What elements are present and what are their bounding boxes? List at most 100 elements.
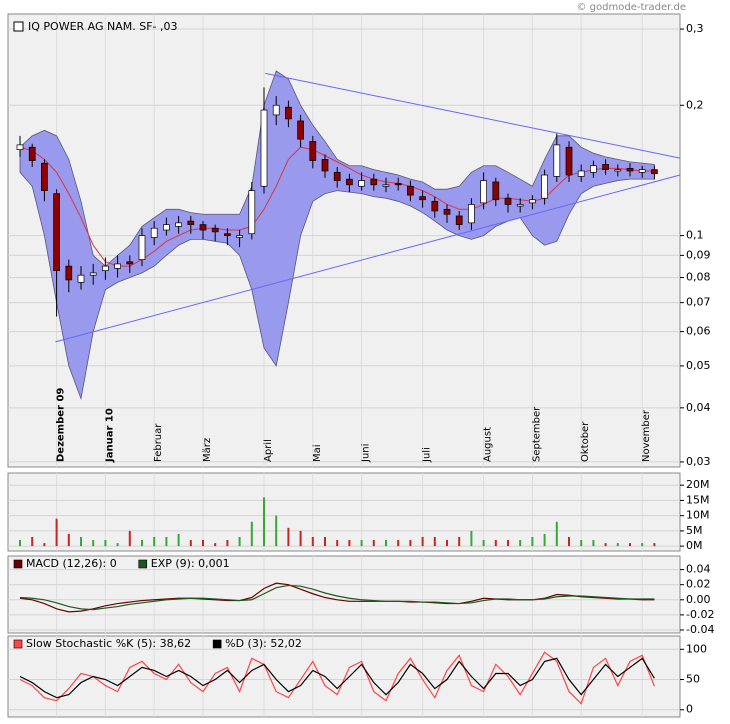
y-tick-label: 0,03: [686, 455, 711, 468]
volume-bar: [446, 540, 448, 547]
volume-bar: [629, 543, 631, 547]
volume-bar: [324, 536, 326, 547]
volume-bar: [141, 540, 143, 547]
volume-bar: [177, 533, 180, 547]
candle-body: [504, 197, 512, 205]
volume-bar: [287, 527, 290, 547]
candle-body: [138, 235, 146, 260]
candle-body: [614, 169, 622, 172]
volume-bar: [214, 543, 217, 547]
y-tick-label: 0.00: [686, 593, 711, 606]
candle-body: [224, 233, 231, 236]
volume-bar: [531, 536, 534, 547]
volume-bar: [263, 497, 265, 547]
volume-bar: [238, 536, 241, 547]
y-tick-label: 10M: [686, 509, 710, 522]
candle-body: [577, 170, 585, 177]
legend-swatch: [13, 639, 23, 649]
volume-bar: [348, 540, 351, 547]
volume-bar: [116, 543, 119, 547]
watermark: © godmode-trader.de: [577, 2, 687, 13]
volume-bar: [555, 521, 558, 547]
volume-bar: [616, 543, 619, 547]
volume-bar: [372, 540, 375, 547]
x-tick-label: Mai: [312, 444, 323, 462]
y-tick-label: -0.04: [686, 623, 714, 636]
panel: [7, 13, 681, 468]
legend-label: EXP (9): 0,001: [151, 557, 230, 570]
volume-bar: [519, 540, 522, 547]
volume-bar: [299, 530, 302, 547]
candle-body: [53, 193, 60, 271]
candle-body: [565, 146, 573, 176]
volume-bar: [202, 540, 204, 547]
volume-bar: [543, 533, 546, 547]
series-line: [19, 584, 655, 611]
volume-bar: [55, 518, 58, 547]
candle-body: [455, 215, 463, 225]
trendline: [55, 174, 681, 343]
y-tick-label: 0,2: [686, 98, 704, 111]
volume-bar: [128, 530, 131, 547]
candle-body: [602, 164, 609, 171]
volume-bar: [592, 540, 595, 547]
series-line: [19, 657, 655, 699]
volume-bar: [421, 536, 424, 547]
volume-bar: [458, 536, 461, 547]
x-tick-label: September: [531, 406, 542, 462]
y-tick-label: 0M: [686, 539, 703, 552]
candle-body: [321, 159, 329, 172]
candle-body: [651, 169, 658, 175]
volume-bar: [641, 543, 644, 547]
candle-body: [163, 224, 170, 231]
y-tick-label: 0,05: [686, 359, 711, 372]
y-tick-label: 0,3: [686, 22, 704, 35]
candle-body: [126, 261, 134, 265]
y-tick-label: 100: [686, 642, 707, 655]
volume-bar: [43, 543, 46, 547]
candle-body: [443, 208, 451, 215]
volume-bar: [311, 536, 314, 547]
candle-body: [468, 204, 475, 224]
candle-body: [370, 178, 378, 186]
legend-swatch: [13, 559, 23, 569]
candle-body: [492, 181, 500, 201]
volume-bar: [189, 540, 192, 547]
x-tick-label: Januar 10: [104, 408, 115, 463]
legend-label: Slow Stochastic %K (5): 38,62: [26, 637, 191, 650]
y-tick-label: 0: [686, 703, 693, 716]
candle-body: [16, 144, 24, 150]
candle-body: [309, 141, 317, 161]
y-tick-label: 15M: [686, 493, 710, 506]
candle-body: [553, 144, 561, 177]
x-tick-label: Juli: [422, 447, 433, 463]
candle-body: [394, 183, 402, 186]
y-tick-label: 0.02: [686, 578, 711, 591]
candle-body: [150, 227, 158, 238]
legend-label: MACD (12,26): 0: [26, 557, 117, 570]
y-tick-label: 50: [686, 673, 700, 686]
moving-average: [19, 146, 655, 267]
volume-bar: [433, 536, 436, 547]
candle-body: [114, 263, 121, 269]
candle-body: [516, 204, 524, 207]
candle-body: [199, 224, 207, 231]
y-tick-label: 0,1: [686, 229, 704, 242]
volume-bar: [568, 536, 570, 547]
x-tick-label: Oktober: [580, 421, 591, 462]
volume-bar: [67, 533, 70, 547]
volume-bar: [31, 536, 34, 547]
y-tick-label: 0,09: [686, 248, 711, 261]
volume-bar: [92, 540, 95, 547]
y-tick-label: -0.02: [686, 608, 714, 621]
candle-body: [272, 104, 280, 116]
y-tick-label: 20M: [686, 478, 710, 491]
volume-bar: [104, 540, 107, 547]
x-tick-label: Juni: [361, 444, 372, 463]
candle-body: [77, 274, 85, 283]
candle-body: [333, 171, 341, 181]
volume-bar: [336, 540, 339, 547]
candle-body: [626, 167, 634, 172]
volume-bar: [226, 540, 229, 547]
candle-body: [529, 199, 536, 204]
